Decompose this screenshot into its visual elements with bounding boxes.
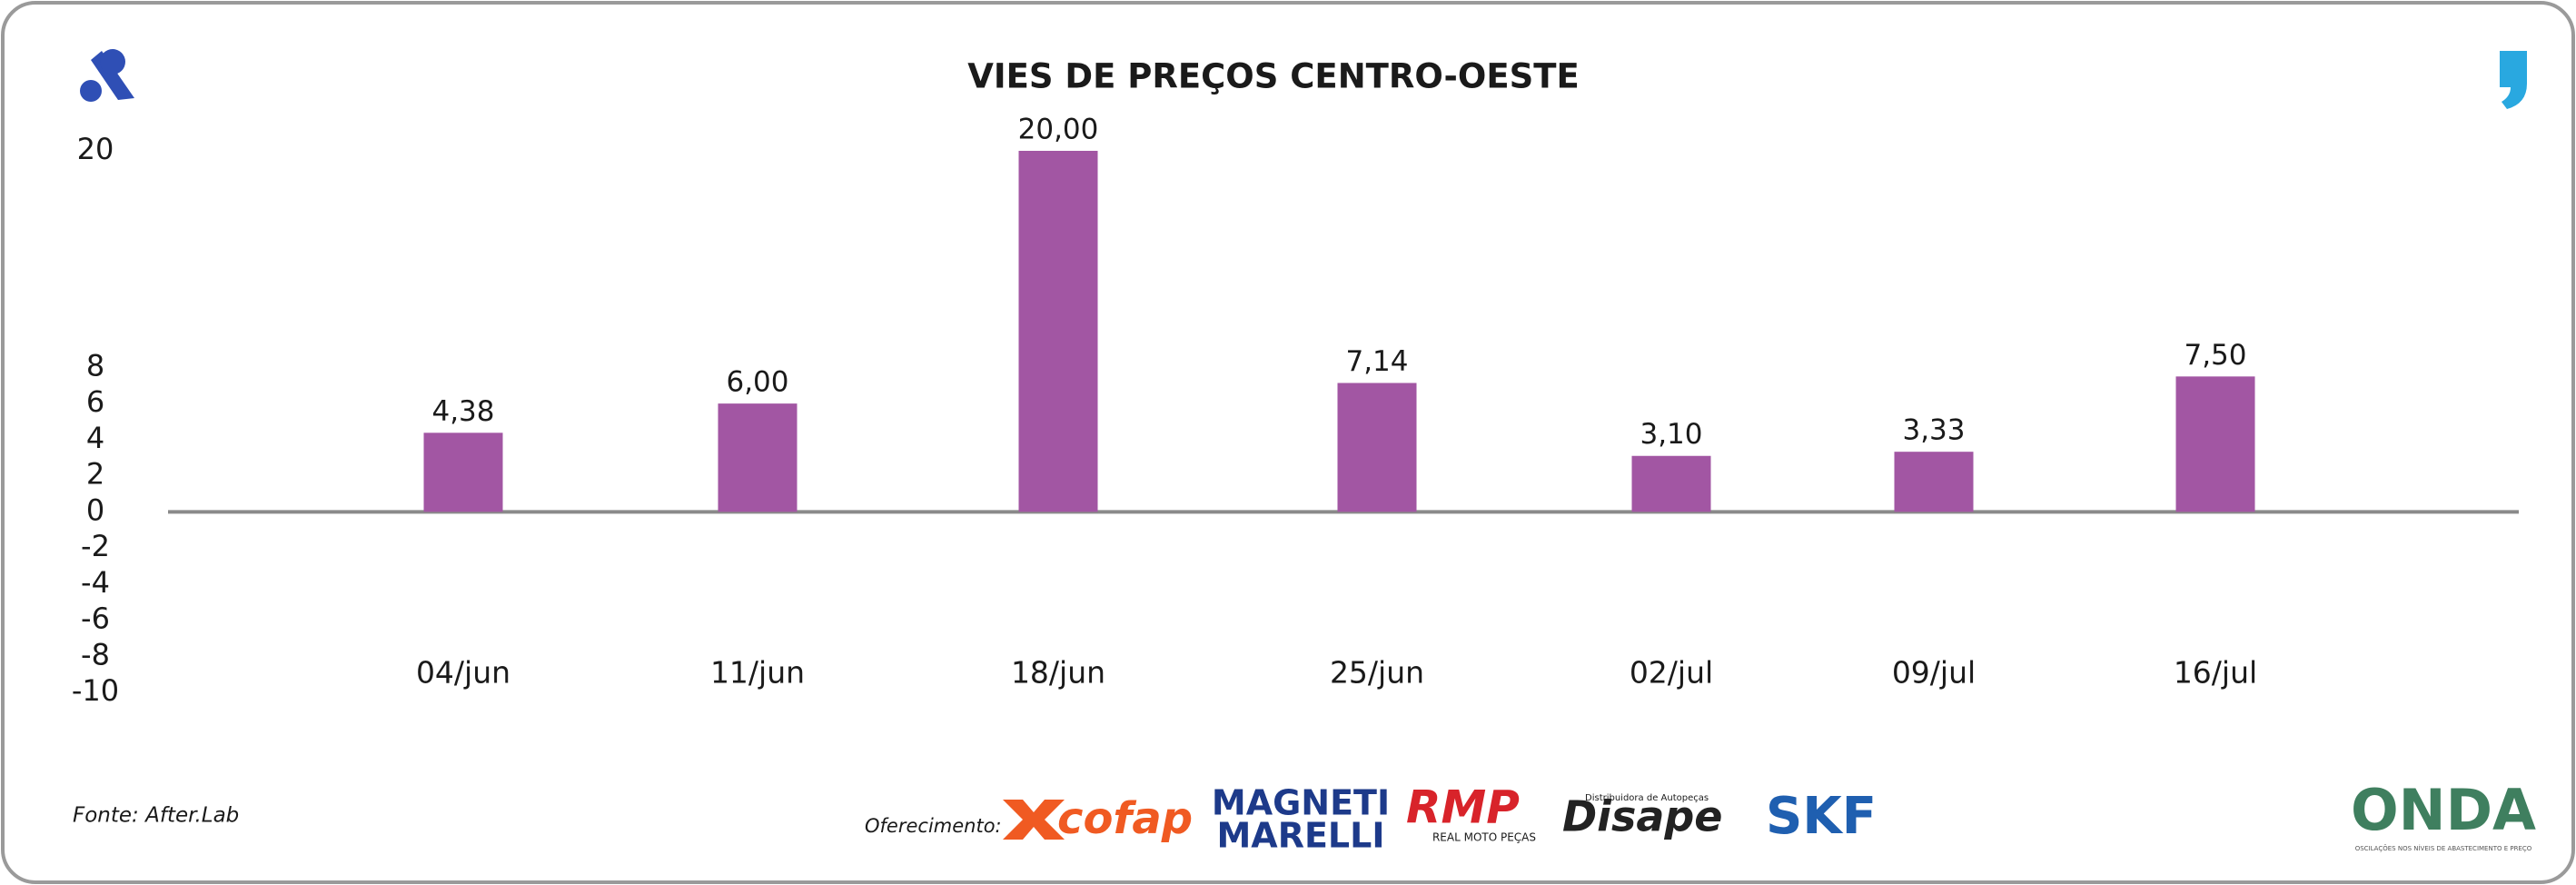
y-tick-label: 8 — [86, 348, 104, 383]
y-tick-label: 6 — [86, 384, 104, 419]
x-tick-label: 16/jul — [2174, 655, 2257, 691]
sponsor: Distribuidora de Autopeças — [1585, 793, 1709, 803]
disape-logo: Distribuidora de Autopeças Disape — [1562, 792, 1723, 841]
onda-logo: ONDA OSCILAÇÕES NOS NÍVEIS DE ABASTECIME… — [2351, 777, 2536, 852]
sponsor: REAL MOTO PEÇAS — [1432, 831, 1536, 844]
y-tick-label: -10 — [72, 673, 119, 708]
plot: 2086420-2-4-6-8-1004/jun4,3811/jun6,0018… — [72, 114, 2519, 708]
bar — [1631, 455, 1711, 512]
value-label: 20,00 — [1018, 114, 1099, 146]
sponsor: OSCILAÇÕES NOS NÍVEIS DE ABASTECIMENTO E… — [2355, 844, 2532, 852]
cofap-logo: cofap — [1003, 793, 1193, 844]
y-tick-label: -4 — [81, 565, 110, 600]
y-tick-label: -2 — [81, 529, 110, 563]
rmp-logo: RMP REAL MOTO PEÇAS — [1406, 781, 1536, 844]
value-label: 3,33 — [1902, 414, 1965, 447]
y-tick-label: -6 — [81, 602, 110, 636]
sponsor: ONDA — [2351, 777, 2536, 843]
x-tick-label: 11/jun — [710, 655, 805, 691]
x-tick-label: 04/jun — [416, 655, 510, 691]
y-tick-label: 0 — [86, 492, 104, 527]
x-tick-label: 25/jun — [1330, 655, 1424, 691]
sponsor: MARELLI — [1216, 816, 1384, 856]
bar — [1894, 452, 1974, 512]
magneti-logo: MAGNETI MARELLI — [1212, 783, 1390, 856]
quote-icon — [2500, 51, 2527, 109]
x-tick-label: 02/jul — [1630, 655, 1713, 691]
value-label: 3,10 — [1640, 418, 1702, 451]
x-tick-label: 09/jul — [1892, 655, 1976, 691]
value-label: 7,50 — [2184, 339, 2246, 372]
value-label: 7,14 — [1345, 345, 1408, 378]
value-label: 6,00 — [726, 366, 788, 399]
x-tick-label: 18/jun — [1011, 655, 1105, 691]
y-tick-label: 20 — [77, 132, 114, 166]
bar — [423, 433, 503, 512]
sponsor: Disape — [1562, 792, 1723, 841]
sponsor: RMP — [1406, 781, 1520, 834]
value-label: 4,38 — [431, 395, 494, 428]
sponsor-label: Oferecimento: — [865, 815, 1002, 837]
bar — [2175, 376, 2255, 512]
chart-title: VIES DE PREÇOS CENTRO-OESTE — [967, 57, 1580, 96]
source: Fonte: After.Lab — [73, 804, 239, 828]
sponsor: cofap — [1057, 793, 1193, 844]
bar — [1018, 151, 1098, 512]
brand-logo — [80, 49, 134, 102]
sponsor: SKF — [1766, 787, 1877, 846]
y-tick-label: 2 — [86, 457, 104, 492]
bar — [1337, 383, 1417, 512]
bar — [718, 403, 798, 512]
sponsor: MAGNETI — [1212, 783, 1390, 823]
y-tick-label: 4 — [86, 421, 104, 455]
y-tick-label: -8 — [81, 637, 110, 671]
